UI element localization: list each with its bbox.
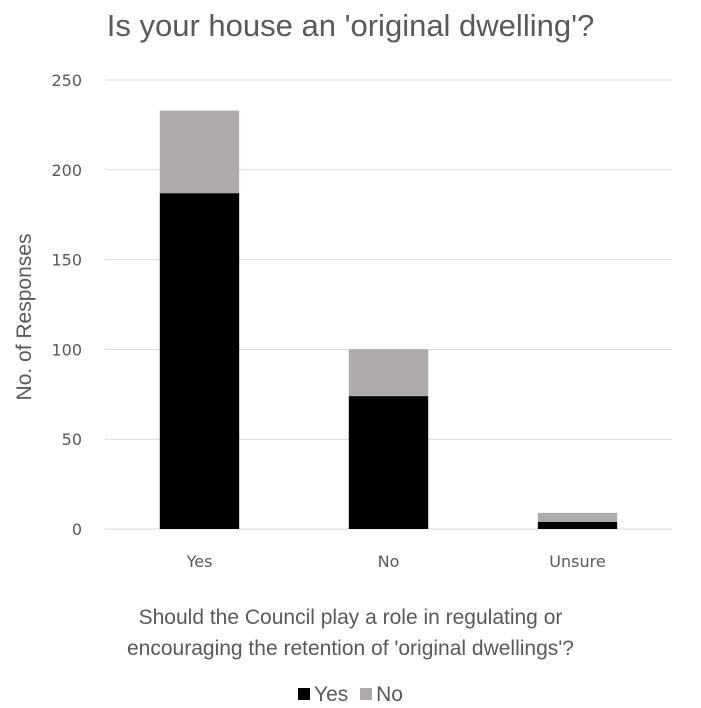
x-axis-label-line-1: Should the Council play a role in regula… xyxy=(138,606,563,629)
bar-no-no xyxy=(348,349,429,397)
legend-swatch-yes xyxy=(298,688,311,700)
bar-yes-yes xyxy=(159,193,240,529)
y-tick-label-150: 150 xyxy=(51,251,82,270)
chart-title: Is your house an 'original dwelling'? xyxy=(106,8,595,43)
y-tick-label-50: 50 xyxy=(62,430,82,449)
bar-unsure-yes xyxy=(537,521,618,529)
legend-label-yes: Yes xyxy=(314,683,349,706)
bar-unsure-no xyxy=(537,512,618,522)
bar-no-yes xyxy=(348,396,429,529)
x-axis-label: Should the Council play a role in regula… xyxy=(0,602,701,664)
legend-item-no: No xyxy=(360,683,403,707)
legend-item-yes: Yes xyxy=(298,683,348,707)
x-axis-label-line-2: encouraging the retention of 'original d… xyxy=(127,637,574,660)
y-tick-label-200: 200 xyxy=(51,161,82,180)
legend-label-no: No xyxy=(376,683,403,706)
y-tick-label-250: 250 xyxy=(51,71,82,90)
x-tick-label-yes: Yes xyxy=(186,552,213,571)
x-tick-label-no: No xyxy=(378,552,400,571)
y-axis-label: No. of Responses xyxy=(13,233,36,401)
bar-yes-no xyxy=(159,110,240,194)
legend-swatch-no xyxy=(360,688,373,700)
y-tick-label-100: 100 xyxy=(51,340,82,359)
y-tick-label-0: 0 xyxy=(72,520,82,539)
x-tick-label-unsure: Unsure xyxy=(549,552,605,571)
legend: Yes No xyxy=(0,683,701,707)
